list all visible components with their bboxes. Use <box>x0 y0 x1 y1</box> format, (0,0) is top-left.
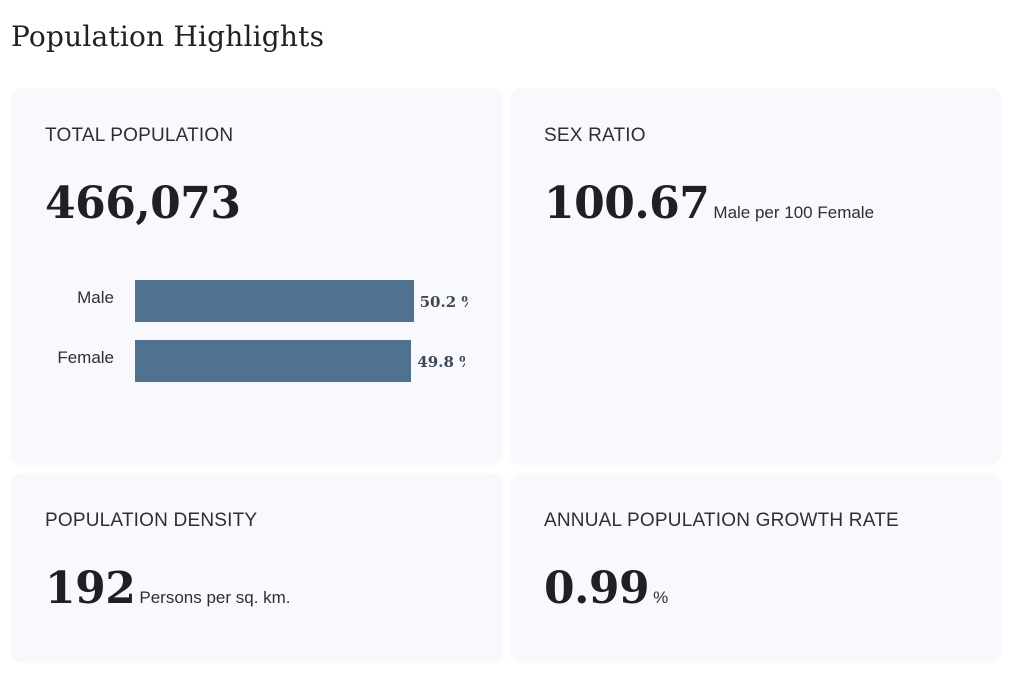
gender-bar-row-female: Female 49.8 % <box>11 338 503 382</box>
gender-split-chart: Male 50.2 % Female 49.8 % <box>11 278 503 388</box>
growth-rate-value: 0.99 <box>544 563 650 614</box>
gender-bar-row-male: Male 50.2 % <box>11 278 503 322</box>
growth-rate-card: ANNUAL POPULATION GROWTH RATE 0.99% <box>510 473 1001 663</box>
population-density-value-row: 192 Persons per sq. km. <box>45 563 291 614</box>
gender-bar-track <box>135 340 690 382</box>
gender-bar-female <box>135 340 412 382</box>
population-density-value: 192 <box>45 563 136 614</box>
total-population-value: 466,073 <box>45 178 241 229</box>
gender-bar-label: Female <box>57 348 114 367</box>
total-population-card: TOTAL POPULATION 466,073 Male 50.2 % Fem… <box>11 88 503 465</box>
growth-rate-unit: % <box>653 588 669 607</box>
gender-bar-label: Male <box>77 288 114 307</box>
sex-ratio-unit: Male per 100 Female <box>713 203 875 222</box>
gender-bar-value: 50.2 % <box>419 293 468 311</box>
gender-bar-track <box>135 280 690 322</box>
sex-ratio-card: SEX RATIO 100.67 Male per 100 Female <box>510 88 1001 465</box>
population-density-unit: Persons per sq. km. <box>139 588 291 607</box>
sex-ratio-value-row: 100.67 Male per 100 Female <box>544 178 874 229</box>
growth-rate-value-row: 0.99% <box>544 563 668 614</box>
total-population-label: TOTAL POPULATION <box>45 125 234 146</box>
gender-bar-value: 49.8 % <box>417 353 465 371</box>
growth-rate-label: ANNUAL POPULATION GROWTH RATE <box>544 510 899 531</box>
sex-ratio-value: 100.67 <box>544 178 710 229</box>
page-title: Population Highlights <box>11 20 325 53</box>
gender-bar-male <box>135 280 414 322</box>
population-density-card: POPULATION DENSITY 192 Persons per sq. km… <box>11 473 503 663</box>
sex-ratio-label: SEX RATIO <box>544 125 646 146</box>
population-density-label: POPULATION DENSITY <box>45 510 258 531</box>
total-population-value-row: 466,073 <box>45 178 241 229</box>
